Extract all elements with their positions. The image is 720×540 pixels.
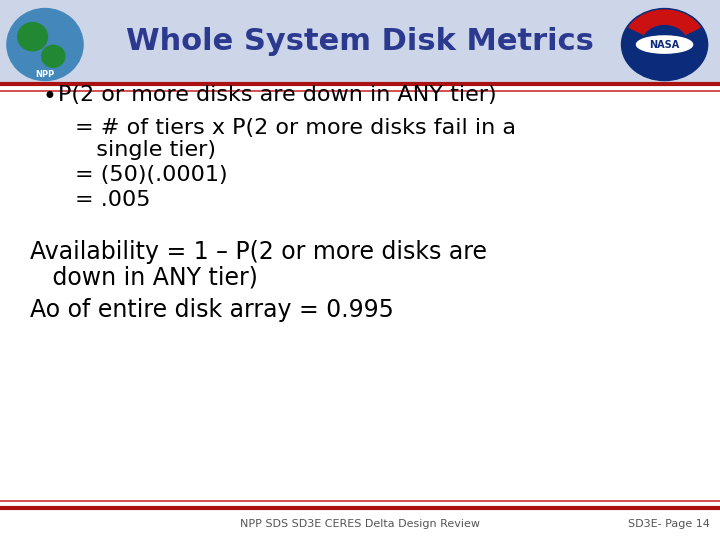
Text: Availability = 1 – P(2 or more disks are: Availability = 1 – P(2 or more disks are bbox=[30, 240, 487, 264]
Text: NPP SDS SD3E CERES Delta Design Review: NPP SDS SD3E CERES Delta Design Review bbox=[240, 519, 480, 529]
Ellipse shape bbox=[636, 36, 693, 53]
Circle shape bbox=[7, 9, 83, 80]
Text: SD3E- Page 14: SD3E- Page 14 bbox=[628, 519, 710, 529]
Text: NASA: NASA bbox=[649, 39, 680, 50]
Text: Ao of entire disk array = 0.995: Ao of entire disk array = 0.995 bbox=[30, 298, 394, 322]
Circle shape bbox=[42, 45, 65, 68]
Text: down in ANY tier): down in ANY tier) bbox=[30, 266, 258, 290]
Text: = (50)(.0001): = (50)(.0001) bbox=[75, 165, 228, 185]
Text: single tier): single tier) bbox=[75, 140, 216, 160]
Circle shape bbox=[621, 9, 708, 80]
Text: = .005: = .005 bbox=[75, 190, 150, 210]
Wedge shape bbox=[629, 10, 701, 35]
Text: Whole System Disk Metrics: Whole System Disk Metrics bbox=[126, 27, 594, 56]
Text: = # of tiers x P(2 or more disks fail in a: = # of tiers x P(2 or more disks fail in… bbox=[75, 118, 516, 138]
Bar bbox=[0, 0, 720, 83]
Circle shape bbox=[18, 23, 48, 51]
Text: NPP: NPP bbox=[35, 70, 55, 79]
Text: •: • bbox=[42, 85, 56, 109]
Text: P(2 or more disks are down in ANY tier): P(2 or more disks are down in ANY tier) bbox=[58, 85, 497, 105]
